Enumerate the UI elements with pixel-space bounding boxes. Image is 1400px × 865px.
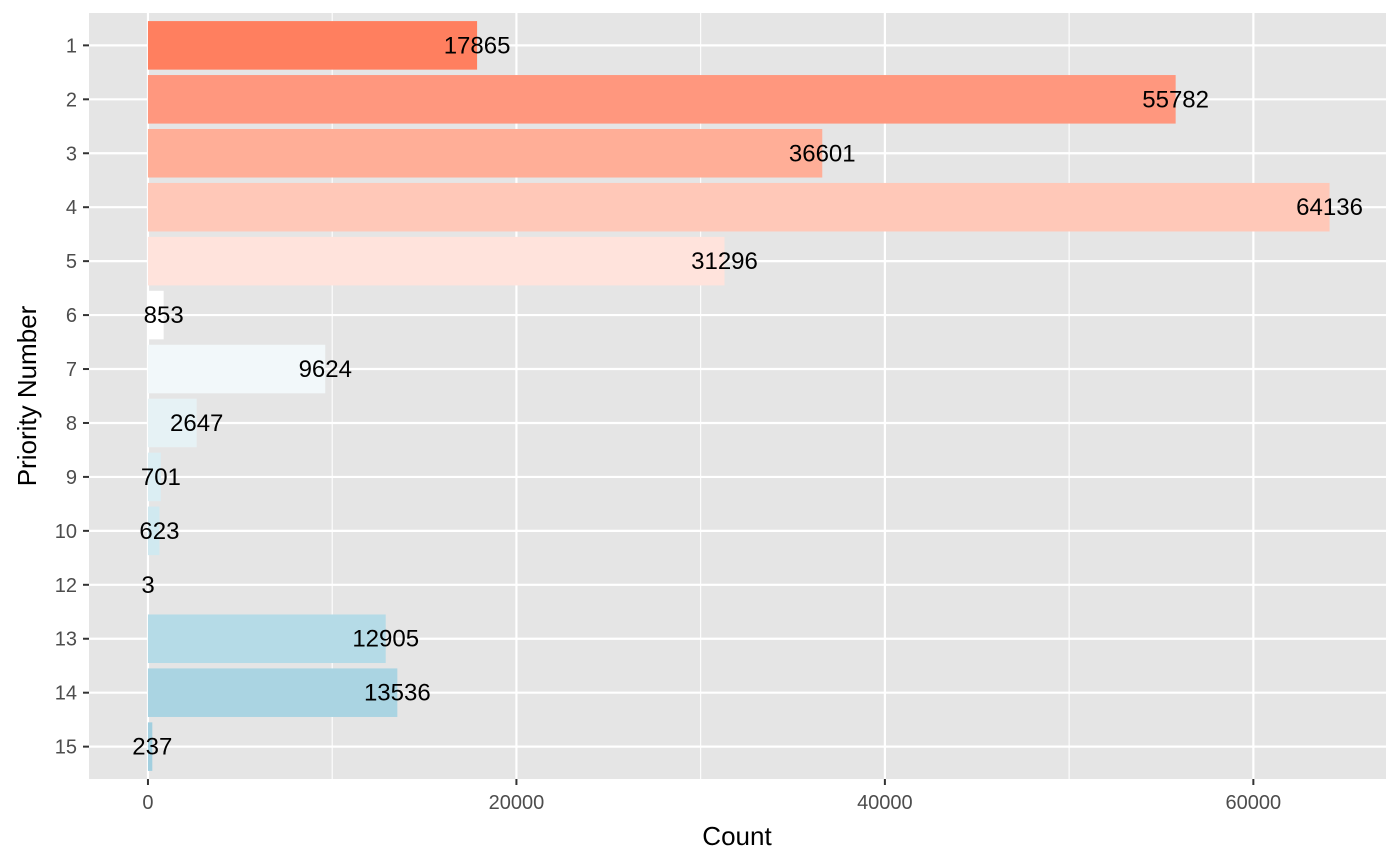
bar-value-label: 623 [139, 518, 179, 545]
bar-priority-2 [147, 75, 1176, 124]
bar-value-label: 3 [141, 572, 154, 599]
bar-priority-7 [147, 344, 326, 394]
y-tick-label: 7 [66, 359, 77, 381]
y-tick-label: 15 [55, 737, 77, 759]
y-tick-label: 5 [66, 251, 77, 273]
y-tick-label: 6 [66, 305, 77, 327]
bar-priority-9 [147, 452, 161, 502]
y-tick-label: 9 [66, 467, 77, 489]
bar-priority-13 [147, 614, 386, 664]
y-tick-label: 12 [55, 575, 77, 597]
y-tick-label: 14 [55, 683, 77, 705]
bar-value-label: 237 [132, 734, 172, 761]
bar-value-label: 17865 [444, 32, 511, 59]
bar-value-label: 2647 [170, 410, 223, 437]
bar-value-label: 36601 [789, 140, 856, 167]
bar-value-label: 853 [144, 302, 184, 329]
x-tick-label: 60000 [1226, 792, 1282, 814]
bar-value-label: 55782 [1142, 86, 1209, 113]
y-tick-label: 8 [66, 413, 77, 435]
x-axis: 0 20000 40000 60000 [142, 779, 1281, 814]
y-tick-label: 13 [55, 629, 77, 651]
bar-priority-4 [147, 182, 1330, 232]
bar-value-label: 13536 [364, 680, 431, 707]
y-tick-label: 3 [66, 143, 77, 165]
bar-priority-1 [147, 21, 478, 70]
bar-priority-10 [147, 506, 160, 556]
bar-priority-6 [147, 290, 164, 340]
x-tick-label: 0 [142, 792, 153, 814]
x-tick-label: 20000 [489, 792, 545, 814]
bar-priority-3 [147, 128, 823, 178]
bar-value-label: 12905 [352, 626, 419, 653]
bars [147, 21, 1330, 771]
bar-priority-5 [147, 236, 725, 286]
bar-value-label: 9624 [299, 356, 352, 383]
bar-value-label: 64136 [1296, 194, 1363, 221]
plot-panel [89, 13, 1386, 779]
y-axis-title: Priority Number [12, 305, 42, 486]
bar-priority-14 [147, 668, 398, 717]
bar-labels: 17865 55782 36601 64136 31296 853 9624 2647 701 6… [132, 32, 1363, 760]
bar-priority-15 [147, 722, 153, 771]
y-tick-label: 2 [66, 89, 77, 111]
bar-value-label: 31296 [691, 248, 758, 275]
bar-priority-8 [147, 398, 197, 448]
y-tick-label: 4 [66, 197, 77, 219]
y-tick-label: 10 [55, 521, 77, 543]
y-tick-label: 1 [66, 35, 77, 57]
bar-value-label: 701 [141, 464, 181, 491]
x-axis-title: Count [702, 821, 772, 851]
x-tick-label: 40000 [857, 792, 913, 814]
